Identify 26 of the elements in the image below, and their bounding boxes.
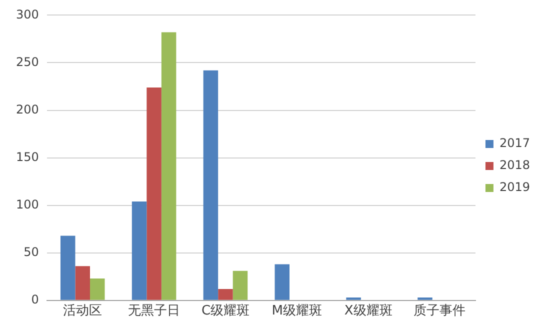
bar	[146, 87, 162, 300]
bar	[232, 270, 248, 300]
y-tick-label: 100	[16, 197, 39, 212]
bar	[132, 202, 147, 300]
bar	[274, 264, 290, 300]
bar	[161, 32, 176, 300]
x-tick-label: M级耀斑	[272, 304, 322, 319]
bar	[60, 236, 76, 300]
y-tick-label: 300	[16, 7, 39, 22]
legend-label: 2018	[499, 158, 530, 172]
bar	[218, 288, 233, 300]
y-tick-label: 0	[31, 292, 39, 307]
bar	[90, 278, 105, 300]
bar	[203, 70, 218, 300]
x-tick-label: C级耀斑	[201, 304, 250, 319]
y-tick-label: 150	[16, 150, 39, 164]
y-tick-label: 250	[16, 54, 39, 69]
x-tick-label: X级耀斑	[344, 304, 392, 319]
bar	[75, 266, 90, 300]
y-tick-label: 50	[24, 244, 39, 259]
x-tick-label: 无黑子日	[128, 304, 180, 319]
legend-label: 2017	[499, 136, 530, 150]
x-tick-label: 活动区	[63, 304, 102, 319]
x-tick-label: 质子事件	[414, 304, 466, 319]
legend-label: 2019	[499, 180, 530, 194]
y-tick-label: 200	[16, 102, 39, 116]
